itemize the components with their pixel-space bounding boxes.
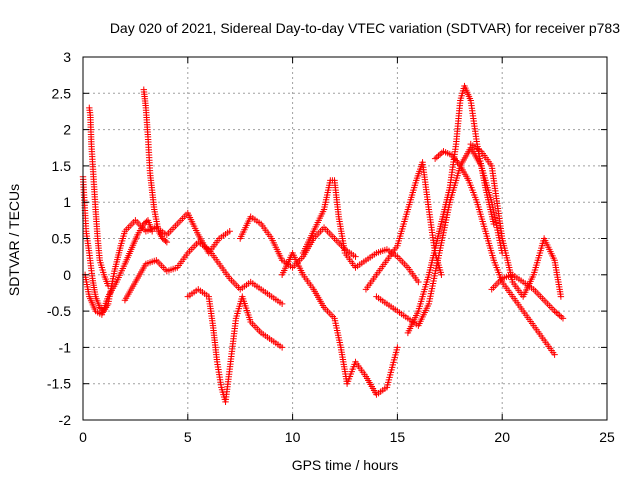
series-trace-1 <box>79 173 233 315</box>
series-trace-2 <box>86 104 112 289</box>
y-tick-label: -1.5 <box>47 376 71 392</box>
y-tick-label: 3 <box>63 49 71 65</box>
series-trace-6 <box>184 286 286 406</box>
y-tick-label: 0.5 <box>52 231 72 247</box>
x-tick-label: 20 <box>494 429 510 445</box>
data-point <box>163 238 171 246</box>
series-trace-13 <box>431 148 558 358</box>
data-point <box>433 153 441 161</box>
y-axis-label: SDTVAR / TECUs <box>6 184 22 296</box>
x-axis-label: GPS time / hours <box>292 457 399 473</box>
y-tick-label: -1 <box>59 339 72 355</box>
x-tick-label: 10 <box>285 429 301 445</box>
data-point <box>415 278 422 286</box>
data-point <box>556 312 563 319</box>
x-tick-label: 25 <box>599 429 615 445</box>
data-point <box>431 155 439 162</box>
data-points <box>79 82 567 406</box>
data-point <box>554 310 562 318</box>
data-point <box>278 344 286 351</box>
y-tick-label: -2 <box>59 412 72 428</box>
data-point <box>438 149 446 157</box>
data-point <box>551 351 558 358</box>
data-point <box>148 228 156 235</box>
series-trace-9 <box>299 177 422 286</box>
y-tick-label: 1 <box>63 194 71 210</box>
data-point <box>559 315 567 322</box>
x-tick-label: 0 <box>79 429 87 445</box>
data-point <box>490 220 498 228</box>
y-tick-label: 1.5 <box>52 158 72 174</box>
data-point <box>226 228 233 235</box>
data-point <box>553 309 560 316</box>
series-trace-10 <box>362 159 445 293</box>
axis-ticks: 0 5 10 15 20 25 -2 -1.5 -1 -0.5 0 0.5 1 1.5 2 2.5 3 <box>47 49 615 445</box>
series-trace-5 <box>121 238 286 308</box>
chart-title: Day 020 of 2021, Sidereal Day-to-day VTE… <box>110 20 620 36</box>
data-point <box>558 313 565 321</box>
data-point <box>162 237 169 245</box>
series-trace-15 <box>488 271 567 322</box>
x-tick-label: 15 <box>390 429 406 445</box>
series-trace-8 <box>278 249 401 398</box>
data-point <box>352 253 359 260</box>
y-tick-label: 2 <box>63 122 71 138</box>
data-point <box>557 293 565 300</box>
data-point <box>435 152 442 159</box>
y-tick-label: -0.5 <box>47 303 71 319</box>
y-tick-label: 0 <box>63 267 71 283</box>
data-point <box>104 282 112 289</box>
data-point <box>438 271 445 278</box>
x-tick-label: 5 <box>184 429 192 445</box>
series-trace-14 <box>467 140 565 300</box>
series-trace-12 <box>404 82 498 337</box>
data-point <box>436 151 444 158</box>
data-point <box>278 300 286 308</box>
series-trace-11 <box>373 144 506 329</box>
series-trace-4 <box>140 86 171 246</box>
data-point <box>394 344 401 351</box>
y-tick-label: 2.5 <box>52 85 72 101</box>
series-trace-3 <box>81 217 156 318</box>
